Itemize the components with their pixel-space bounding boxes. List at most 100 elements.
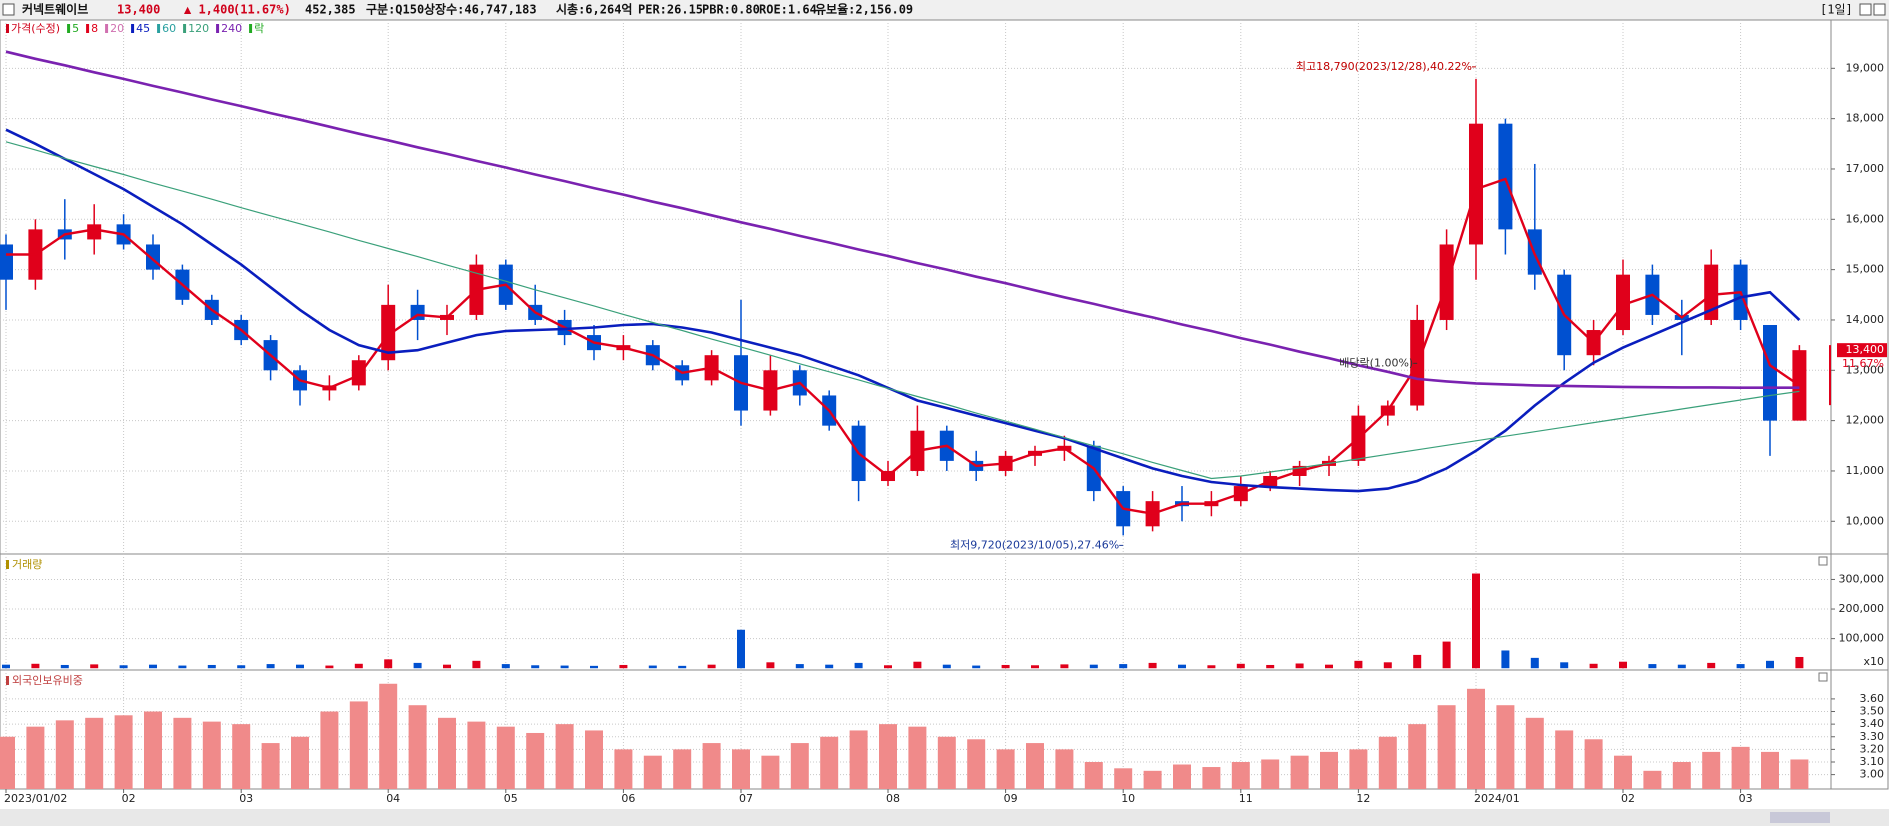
market-cap: 시총:6,264억 bbox=[556, 2, 632, 17]
bar bbox=[1383, 662, 1392, 669]
bar bbox=[0, 736, 15, 789]
bar bbox=[967, 739, 986, 789]
bar bbox=[496, 726, 515, 789]
bar bbox=[1619, 661, 1627, 669]
bar bbox=[384, 659, 393, 669]
y-tick-label: 3.30 bbox=[1860, 730, 1885, 743]
bar bbox=[1555, 730, 1574, 789]
x-tick-label: 2024/01 bbox=[1474, 792, 1520, 805]
bar bbox=[85, 717, 104, 789]
bar bbox=[1766, 660, 1774, 669]
bar bbox=[1467, 688, 1485, 789]
candle-body bbox=[351, 360, 366, 386]
y-tick-label: 300,000 bbox=[1839, 572, 1885, 585]
checkbox[interactable] bbox=[2, 3, 15, 16]
ma-line bbox=[5, 128, 1801, 493]
x-tick-label: 10 bbox=[1121, 792, 1135, 805]
scrollbar[interactable] bbox=[0, 809, 1889, 826]
period[interactable]: [1일] bbox=[1820, 3, 1853, 17]
bar bbox=[526, 732, 545, 789]
bar bbox=[732, 749, 750, 789]
bar bbox=[1055, 749, 1074, 789]
volume: 452,385 bbox=[305, 3, 356, 17]
legend-label: 45 bbox=[136, 22, 150, 35]
x-tick-label: 06 bbox=[621, 792, 635, 805]
bar bbox=[673, 749, 692, 789]
bar bbox=[408, 705, 427, 789]
bar bbox=[795, 664, 804, 669]
bar bbox=[266, 664, 275, 669]
bar bbox=[1584, 739, 1603, 789]
market: 구분:Q150 bbox=[366, 3, 424, 17]
bar bbox=[1290, 755, 1309, 789]
x-tick-label: 03 bbox=[1739, 792, 1753, 805]
panel-button[interactable] bbox=[1818, 672, 1828, 682]
bar bbox=[1648, 664, 1657, 669]
legend-swatch bbox=[86, 24, 90, 33]
candle-body bbox=[381, 304, 396, 361]
bar bbox=[648, 665, 657, 669]
bar bbox=[619, 664, 628, 669]
bar bbox=[1672, 761, 1691, 789]
bar bbox=[349, 701, 368, 789]
bar bbox=[1261, 759, 1280, 789]
bar bbox=[1202, 767, 1221, 789]
bar bbox=[1677, 664, 1686, 669]
x-tick-label: 09 bbox=[1004, 792, 1018, 805]
y-tick-label: 3.60 bbox=[1860, 692, 1885, 705]
panel-button[interactable] bbox=[1818, 556, 1828, 566]
bar bbox=[1060, 664, 1069, 669]
bar bbox=[443, 664, 451, 669]
bar bbox=[119, 665, 128, 669]
bar bbox=[737, 629, 745, 669]
stock-name: 커넥트웨이브 bbox=[22, 2, 88, 17]
bar bbox=[1643, 770, 1662, 789]
bar bbox=[501, 664, 510, 669]
bar bbox=[761, 755, 780, 789]
bar bbox=[173, 717, 192, 789]
bar bbox=[149, 664, 157, 669]
bar bbox=[1001, 664, 1010, 669]
ma-line bbox=[5, 141, 1800, 480]
bar bbox=[1114, 768, 1133, 789]
annotation: 최저9,720(2023/10/05),27.46% bbox=[950, 538, 1119, 551]
close-button[interactable] bbox=[1873, 3, 1886, 16]
annotation: 최고18,790(2023/12/28),40.22% bbox=[1296, 60, 1472, 73]
bar bbox=[90, 664, 99, 669]
bar bbox=[144, 711, 162, 789]
bar bbox=[1266, 664, 1275, 669]
legend-swatch bbox=[249, 24, 253, 33]
bar bbox=[1731, 746, 1750, 789]
y-tick-label: 3.50 bbox=[1860, 705, 1885, 718]
restore-button[interactable] bbox=[1859, 3, 1872, 16]
change-pct: (11.67%) bbox=[233, 3, 291, 17]
bar bbox=[202, 721, 221, 789]
bar bbox=[766, 662, 775, 669]
legend-label: 8 bbox=[91, 22, 98, 35]
bar bbox=[908, 726, 927, 789]
bar bbox=[1236, 663, 1245, 669]
change: ▲ 1,400 bbox=[184, 3, 235, 17]
panel-title: 외국인보유비중 bbox=[12, 674, 83, 687]
bar bbox=[60, 664, 69, 669]
bar bbox=[1031, 665, 1039, 669]
bar bbox=[560, 665, 569, 669]
y-tick-label: 19,000 bbox=[1846, 61, 1885, 74]
bar bbox=[849, 730, 868, 789]
bar bbox=[1790, 759, 1809, 789]
ma-line bbox=[5, 50, 1800, 389]
candle-body bbox=[1763, 324, 1777, 421]
candle-body bbox=[87, 224, 102, 240]
bar bbox=[1148, 662, 1157, 669]
y-tick-label: 16,000 bbox=[1846, 212, 1885, 225]
x-tick-label: 08 bbox=[886, 792, 900, 805]
panel-title-swatch bbox=[6, 676, 9, 685]
scroll-thumb[interactable] bbox=[1770, 812, 1830, 823]
bar bbox=[1173, 764, 1191, 789]
bar bbox=[325, 665, 334, 669]
bar bbox=[55, 720, 74, 789]
bar bbox=[261, 743, 280, 789]
legend-label: 20 bbox=[110, 22, 124, 35]
x-tick-label: 11 bbox=[1239, 792, 1253, 805]
bar bbox=[702, 743, 721, 789]
